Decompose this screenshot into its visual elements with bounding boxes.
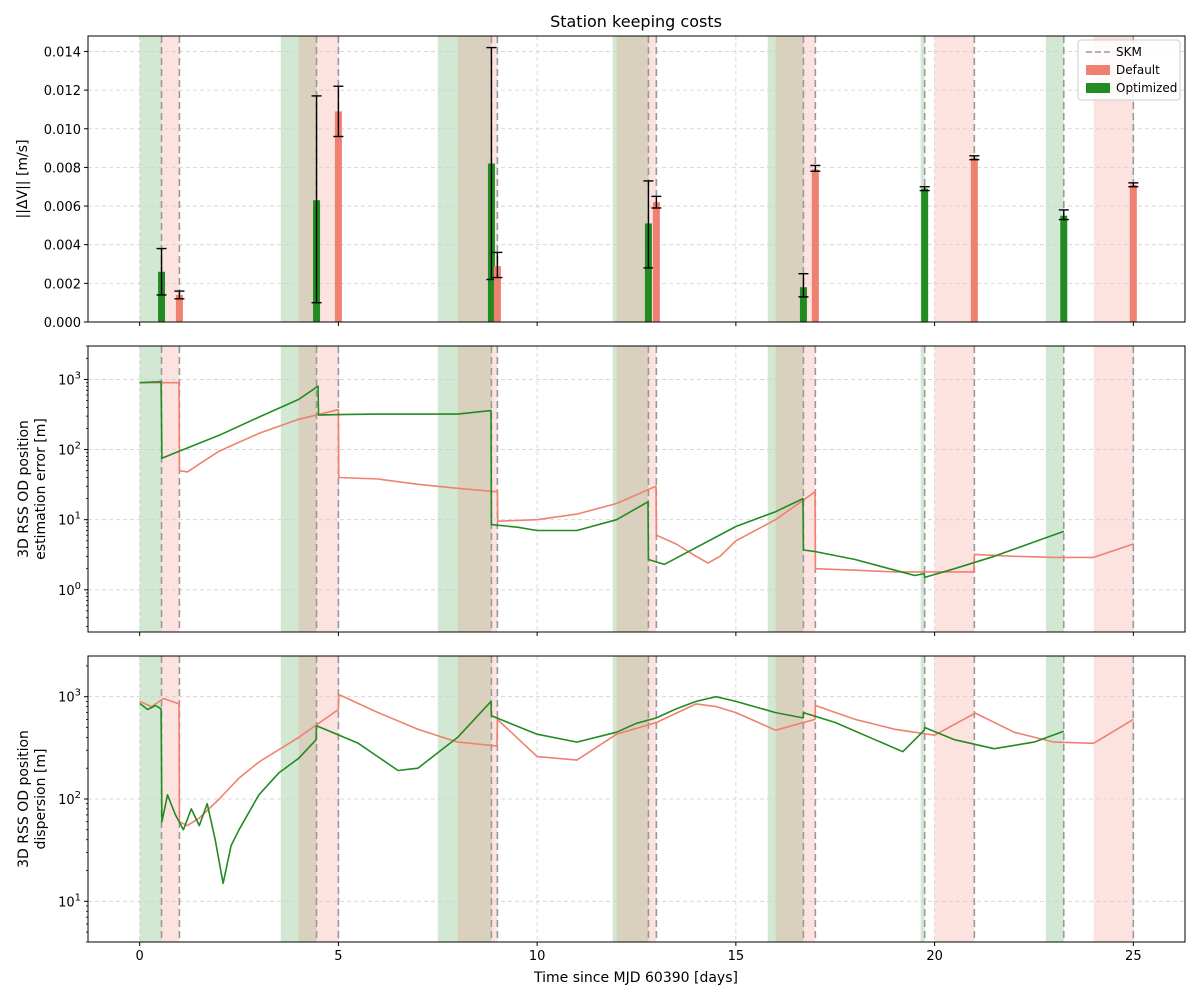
y-tick-label: 0.008 xyxy=(44,161,81,176)
y-tick-label: 103 xyxy=(58,688,81,706)
bar-optimized xyxy=(1060,215,1068,322)
y-axis-label: estimation error [m] xyxy=(33,418,49,560)
default-window xyxy=(934,36,975,322)
plot-area xyxy=(88,656,1185,942)
plot-area xyxy=(88,346,1185,632)
y-tick-label: 101 xyxy=(58,511,81,529)
y-tick-label: 102 xyxy=(58,441,81,459)
optimized-window xyxy=(280,346,317,632)
optimized-window xyxy=(612,36,649,322)
default-window xyxy=(775,36,816,322)
x-tick-label: 20 xyxy=(926,949,943,964)
legend-label-default: Default xyxy=(1116,63,1160,77)
y-tick-label: 0.014 xyxy=(44,45,81,60)
plot-area xyxy=(88,36,1185,322)
x-tick-label: 15 xyxy=(728,949,745,964)
panel-delta-v: 0.000 0.002 0.004 0.006 0.008 0.010 0.012 0.014… xyxy=(15,35,1186,331)
default-window xyxy=(934,656,975,942)
x-tick-label: 0 xyxy=(136,949,144,964)
legend-swatch-optimized xyxy=(1086,83,1110,93)
default-window xyxy=(1093,346,1134,632)
y-tick-label: 0.010 xyxy=(44,123,81,138)
y-axis-label: ||ΔV|| [m/s] xyxy=(15,139,31,218)
optimized-window xyxy=(437,36,492,322)
x-axis-label: Time since MJD 60390 [days] xyxy=(533,970,738,986)
default-window xyxy=(161,346,180,632)
default-window xyxy=(775,346,816,632)
optimized-window xyxy=(280,36,317,322)
bar-default xyxy=(334,111,342,322)
optimized-window xyxy=(920,346,925,632)
y-tick-label: 101 xyxy=(58,892,81,910)
bar-default xyxy=(970,157,978,322)
x-tick-label: 25 xyxy=(1125,949,1142,964)
line-default xyxy=(139,381,1134,573)
optimized-window xyxy=(139,36,162,322)
y-axis-label: 3D RSS OD position xyxy=(16,420,32,558)
y-tick-label: 0.006 xyxy=(44,200,81,215)
y-tick-label: 0.000 xyxy=(44,316,81,331)
optimized-window xyxy=(920,36,925,322)
panel-estimation-error: 100 101 102 103 3D RSS OD position estimation… xyxy=(16,345,1186,636)
y-tick-label: 102 xyxy=(58,790,81,808)
bar-default xyxy=(652,202,660,322)
optimized-window xyxy=(767,346,804,632)
optimized-window xyxy=(139,346,162,632)
y-axis-label: dispersion [m] xyxy=(33,749,49,850)
default-window xyxy=(298,656,339,942)
bar-default xyxy=(493,265,501,322)
legend: SKM Default Optimized xyxy=(1077,39,1181,101)
chart-title: Station keeping costs xyxy=(550,12,722,31)
bar-optimized xyxy=(921,188,929,322)
default-window xyxy=(161,36,180,322)
bar-optimized xyxy=(644,223,652,322)
x-tick-label: 5 xyxy=(334,949,342,964)
x-tick-label: 10 xyxy=(529,949,546,964)
y-tick-label: 0.002 xyxy=(44,277,81,292)
optimized-window xyxy=(1045,346,1064,632)
bar-default xyxy=(1129,184,1137,322)
default-window xyxy=(934,346,975,632)
legend-label-skm: SKM xyxy=(1116,45,1142,59)
line-optimized xyxy=(139,380,1065,579)
y-tick-label: 0.012 xyxy=(44,84,81,99)
y-axis-label: 3D RSS OD position xyxy=(16,730,32,868)
axes-frame xyxy=(87,345,1186,633)
y-tick-label: 103 xyxy=(58,370,81,388)
axes-frame xyxy=(87,35,1186,323)
bar-optimized xyxy=(799,287,807,322)
optimized-window xyxy=(767,36,804,322)
line-default xyxy=(139,693,1134,827)
y-tick-label: 100 xyxy=(58,581,81,599)
bar-default xyxy=(175,294,183,322)
legend-swatch-default xyxy=(1086,65,1110,75)
line-optimized xyxy=(139,695,1065,885)
bar-default xyxy=(811,169,819,322)
bar-optimized xyxy=(158,271,166,322)
panel-dispersion: 0 5 10 15 20 25 101 102 103 3D RSS OD position dis… xyxy=(16,655,1186,964)
default-window xyxy=(161,656,180,942)
optimized-window xyxy=(1045,36,1064,322)
y-tick-label: 0.004 xyxy=(44,239,81,254)
optimized-window xyxy=(612,346,649,632)
optimized-window xyxy=(139,656,162,942)
legend-label-optimized: Optimized xyxy=(1116,81,1177,95)
